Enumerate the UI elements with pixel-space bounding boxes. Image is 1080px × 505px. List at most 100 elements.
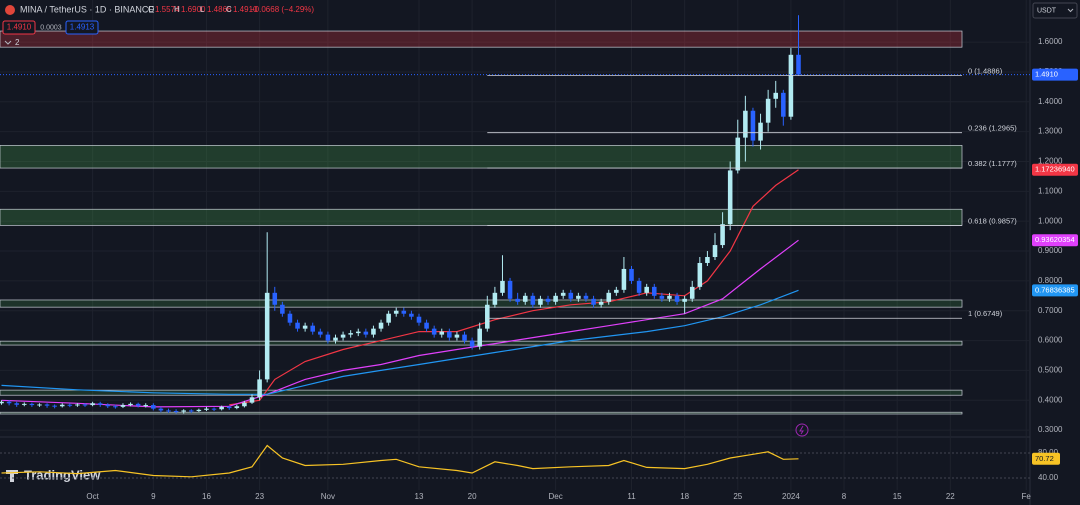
- candle-body: [386, 313, 391, 323]
- rsi-last-label: 70.72: [1035, 454, 1054, 463]
- candle-body: [409, 313, 414, 317]
- price-label-box: [1032, 163, 1078, 176]
- x-tick-label: 23: [255, 492, 264, 501]
- sell-box[interactable]: [2, 20, 36, 35]
- candle-body: [135, 403, 141, 406]
- price-label-box: [1032, 284, 1078, 297]
- watermark: TradingView: [24, 467, 101, 482]
- candles: [0, 15, 801, 414]
- candle-body: [340, 334, 346, 338]
- candle-body: [583, 295, 589, 299]
- candle-body: [788, 54, 794, 117]
- candle-body: [22, 403, 27, 405]
- candle-body: [280, 304, 285, 314]
- rsi-line: [1, 444, 799, 478]
- y-tick-label: 1.0000: [1038, 216, 1063, 225]
- x-tick-label: 15: [893, 492, 902, 501]
- buy-box[interactable]: [65, 20, 99, 35]
- candle-body: [454, 334, 460, 338]
- candle-body: [6, 401, 12, 404]
- candle-body: [158, 408, 164, 411]
- candle-body: [204, 408, 209, 410]
- candle-body: [52, 405, 57, 407]
- event-icon[interactable]: [795, 423, 809, 437]
- candle-body: [249, 397, 255, 403]
- currency-chevron[interactable]: [1067, 8, 1074, 13]
- y-tick-label: 1.4000: [1038, 97, 1063, 106]
- currency-select[interactable]: [1032, 2, 1078, 19]
- candle-body: [371, 328, 376, 335]
- currency[interactable]: USDT: [1037, 7, 1057, 14]
- candle-body: [105, 404, 111, 407]
- ohlc-key: O: [148, 5, 154, 14]
- ohlc-key: L: [200, 5, 205, 14]
- y-tick-label: 0.7000: [1038, 306, 1063, 315]
- zone: [0, 145, 963, 169]
- candle-body: [318, 331, 323, 335]
- x-tick-label: Nov: [321, 492, 335, 501]
- candle-body: [173, 411, 179, 413]
- fib-label: 0.236 (1.2965): [968, 124, 1017, 133]
- zone: [0, 30, 963, 48]
- candle-body: [234, 406, 240, 409]
- price-label: 1.4910: [1035, 70, 1058, 79]
- y-tick-label: 0.8000: [1038, 276, 1063, 285]
- candle-body: [644, 286, 649, 293]
- change: −0.0668 (−4.29%): [250, 5, 314, 14]
- x-tick-label: 20: [468, 492, 477, 501]
- y-tick-label: 0.5000: [1038, 366, 1063, 375]
- indicator-chevron[interactable]: [4, 40, 12, 45]
- symbol-title: MINA / TetherUS · 1D · BINANCE: [20, 4, 154, 14]
- x-tick-label: 25: [733, 492, 742, 501]
- zone: [0, 389, 963, 396]
- y-tick-label: 0.4000: [1038, 395, 1063, 404]
- symbol-icon: [5, 5, 15, 15]
- y-tick-label: 1.6000: [1038, 37, 1063, 46]
- event-bolt: [799, 425, 804, 435]
- rsi-last-box: [1032, 452, 1060, 465]
- candle-body: [545, 298, 551, 302]
- y-tick-label: 0.6000: [1038, 336, 1063, 345]
- candle-body: [530, 295, 536, 305]
- candle-body: [765, 98, 771, 123]
- candle-body: [689, 286, 695, 299]
- x-tick-label: Dec: [548, 492, 562, 501]
- fib-label: 0.618 (0.9857): [968, 216, 1017, 225]
- zone: [0, 208, 963, 226]
- candle-body: [378, 322, 384, 329]
- candle-body: [720, 224, 725, 246]
- price-label-box: [1032, 68, 1078, 81]
- candle-body: [614, 289, 619, 293]
- sell-price[interactable]: 1.4910: [7, 23, 32, 32]
- candle-body: [439, 331, 445, 335]
- indicator-count[interactable]: 2: [15, 38, 20, 47]
- buy-price[interactable]: 1.4913: [70, 23, 95, 32]
- y-tick-label: 0.3000: [1038, 425, 1063, 434]
- candle-body: [302, 325, 308, 329]
- fib-label: 0 (1.4886): [968, 66, 1003, 75]
- candle-body: [0, 401, 4, 404]
- candle-body: [629, 268, 634, 281]
- y-tick-label: 1.2000: [1038, 157, 1063, 166]
- candle-body: [257, 379, 262, 398]
- candle-body: [659, 295, 665, 299]
- y-tick-label: 0.9000: [1038, 246, 1063, 255]
- candle-body: [485, 304, 490, 329]
- zones: [0, 30, 963, 415]
- candle-body: [295, 322, 300, 329]
- candle-body: [773, 92, 779, 99]
- y-tick-label: 1.3000: [1038, 127, 1063, 136]
- candle-body: [621, 268, 627, 290]
- candle-body: [462, 334, 467, 341]
- x-tick-label: Fe: [1022, 492, 1032, 501]
- candle-body: [697, 262, 703, 287]
- candle-body: [188, 410, 194, 412]
- spread: 0.0003: [40, 24, 62, 31]
- candle-body: [310, 325, 315, 332]
- moving-average: [229, 169, 799, 406]
- candle-body: [226, 406, 232, 409]
- ohlc-value: 1.5574: [155, 5, 180, 14]
- candle-body: [682, 298, 687, 302]
- candle-body: [211, 408, 217, 410]
- x-tick-label: 8: [842, 492, 847, 501]
